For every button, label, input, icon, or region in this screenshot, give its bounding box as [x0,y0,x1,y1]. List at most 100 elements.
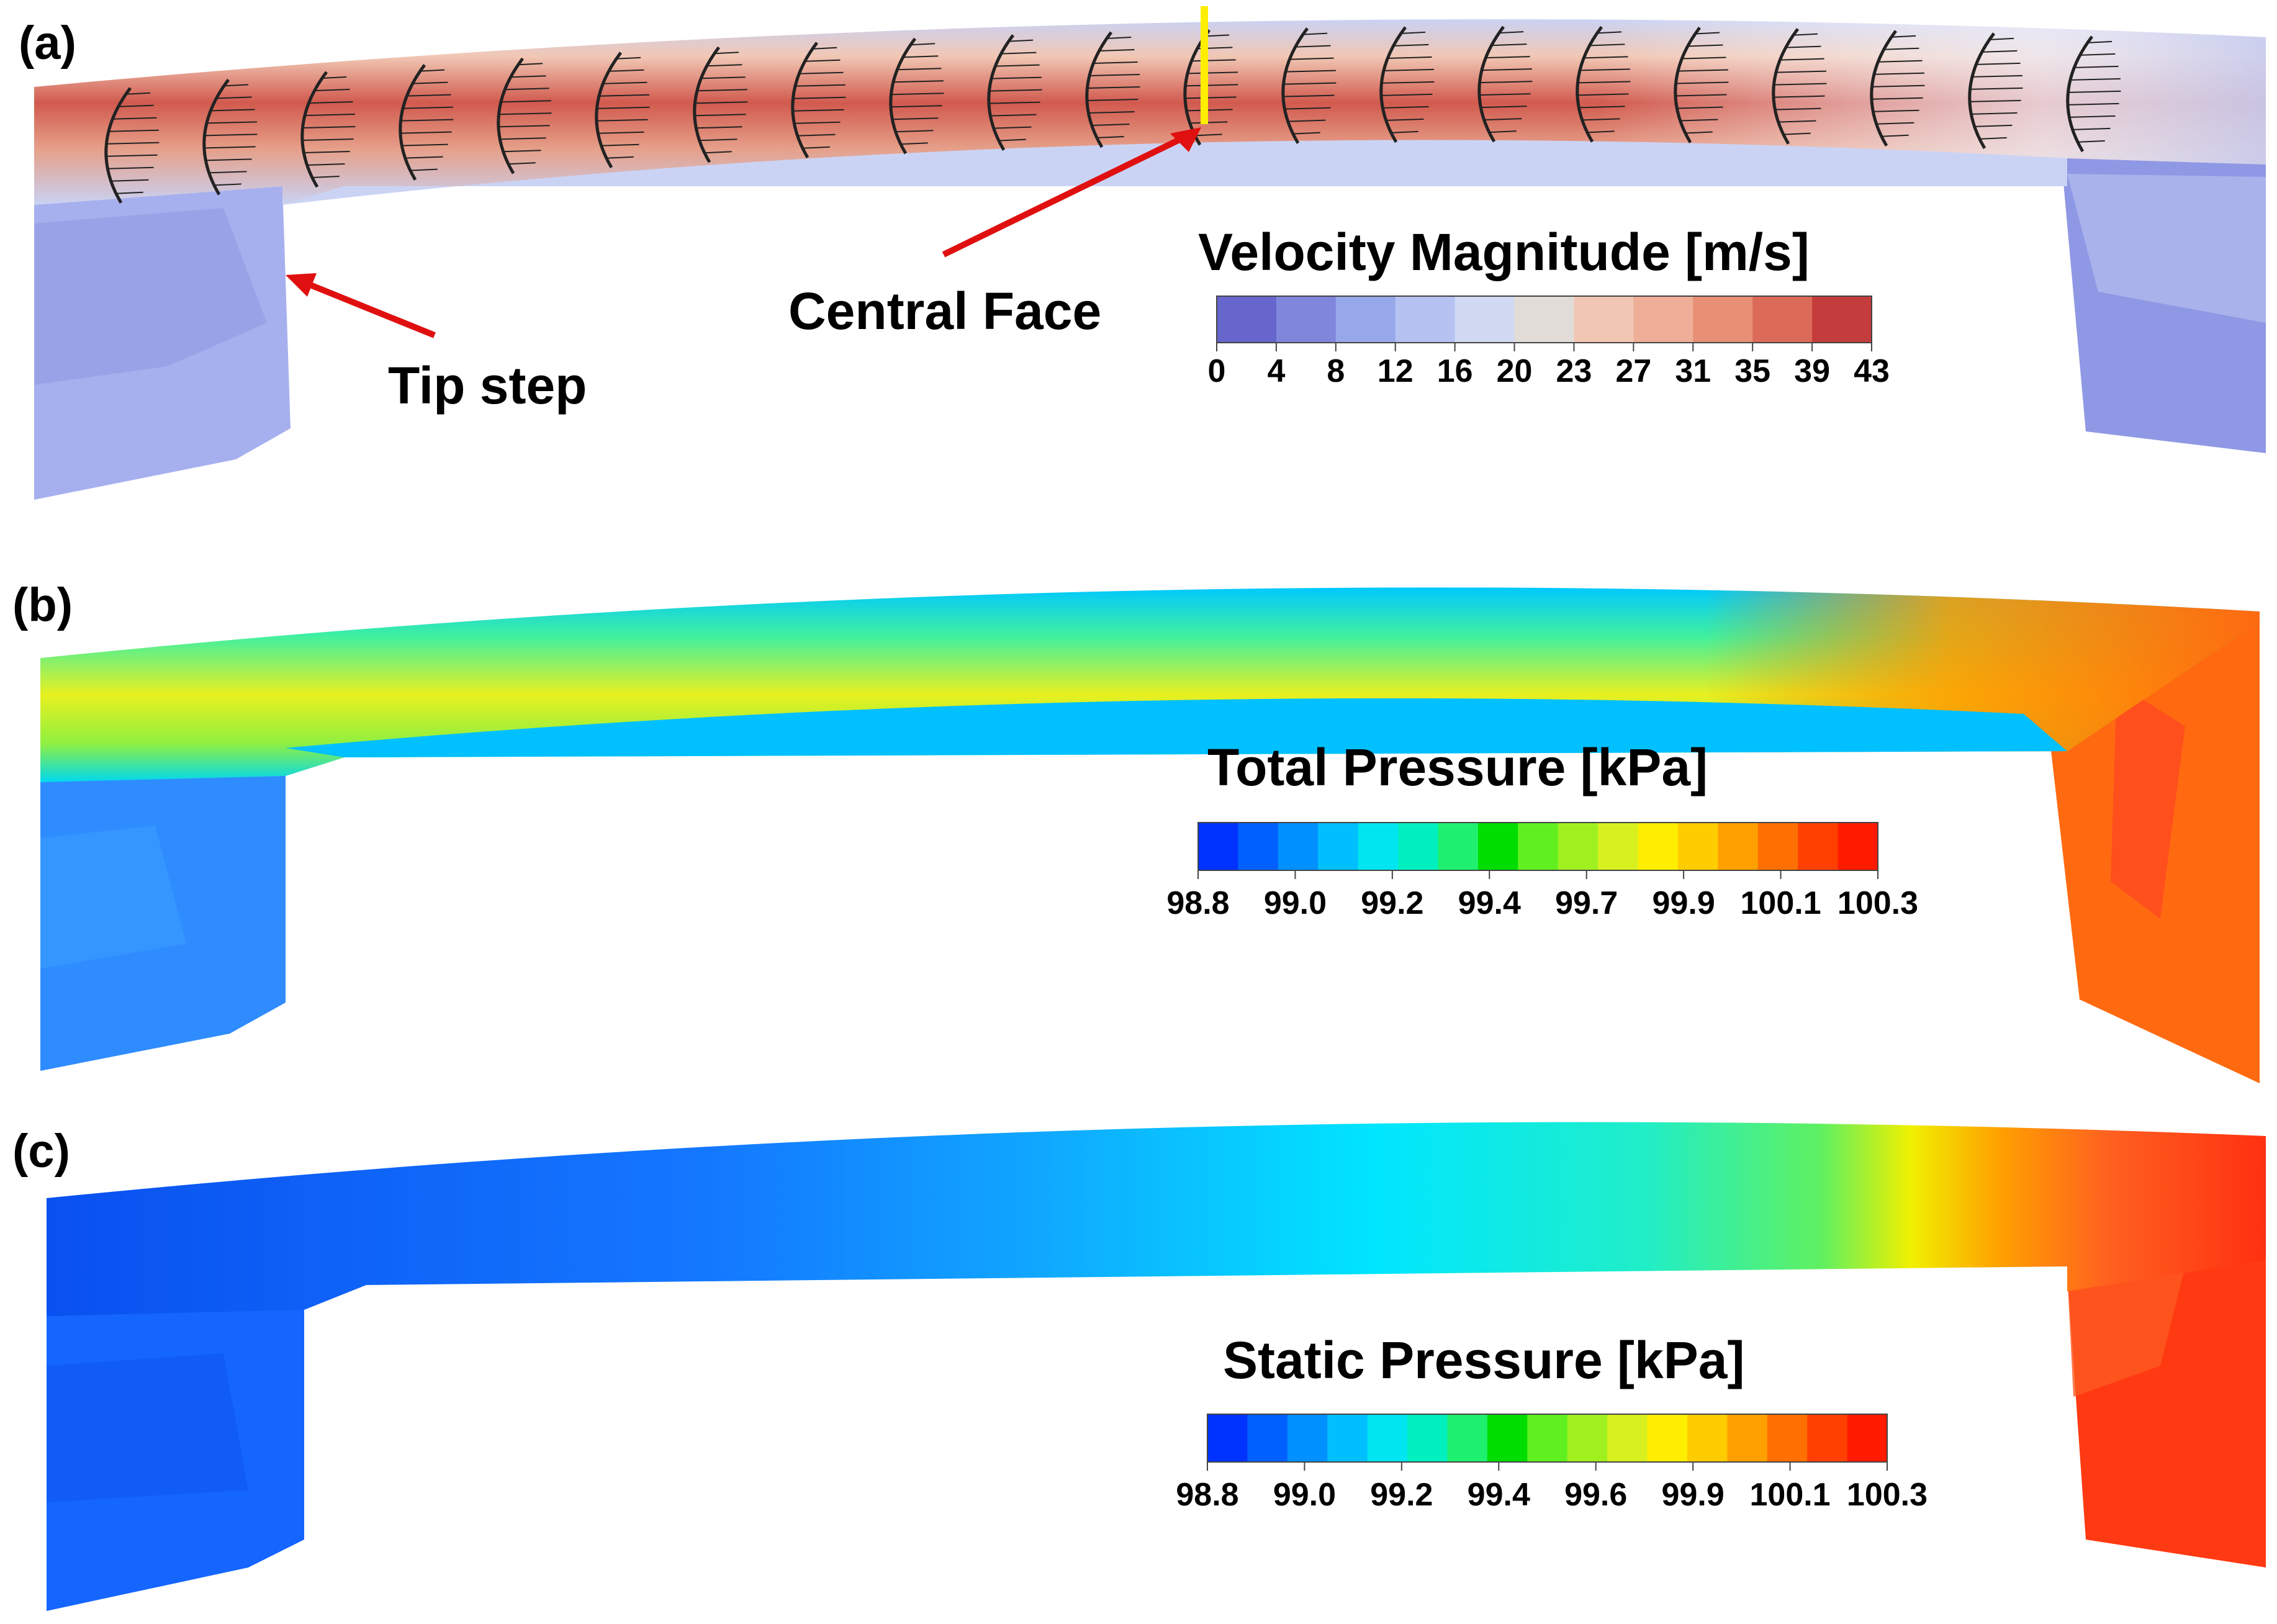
velocity-vector [2070,78,2121,81]
legend-swatch [1367,1414,1408,1462]
legend-swatch [1487,1414,1528,1462]
legend-swatch [1812,296,1872,343]
velocity-vector [797,133,836,137]
velocity-vector [616,56,641,60]
legend-swatch [1798,823,1839,870]
legend-tick-label: 99.0 [1273,1477,1336,1513]
velocity-vector [603,81,647,84]
velocity-vector [1677,69,1728,72]
velocity-vector [695,101,748,104]
velocity-vector [1191,59,1236,62]
legend-swatch [1687,1414,1728,1462]
velocity-vector [518,63,543,66]
panel-a-legend-title: Velocity Magnitude [m/s] [1198,223,1810,281]
velocity-vector [812,47,837,50]
velocity-vector [1680,119,1718,122]
velocity-vector [993,126,1032,129]
velocity-vector [1780,58,1824,61]
velocity-vector [998,138,1026,142]
panel-b-legend-bar [1197,822,1878,871]
velocity-vector [1382,106,1429,109]
velocity-vector [1387,56,1432,59]
velocity-vector [1775,70,1826,73]
velocity-vector [606,156,634,159]
velocity-vector [995,64,1040,67]
velocity-vector [1675,81,1729,84]
velocity-vector-arc [1085,31,1112,148]
velocity-vector [1186,109,1233,112]
legend-swatch [1327,1414,1368,1462]
panel-a-domain [34,6,2266,500]
velocity-vector [805,59,841,62]
legend-frame [1207,1414,1888,1463]
legend-swatch [1767,1414,1808,1462]
legend-swatch [1607,1414,1648,1462]
legend-swatch [1207,1414,1248,1462]
velocity-vector [1302,32,1328,35]
legend-swatch [1518,823,1559,870]
velocity-vector [1383,68,1434,71]
panel-c-domain [47,1122,2266,1611]
velocity-vector [1194,133,1222,137]
velocity-vector [1774,83,1827,86]
velocity-vector [216,96,252,99]
panel-b: (b) Total Pressure [kPa] 98.8 99.0 99.2 99.… [12,579,2260,1083]
velocity-vector-arc [1576,25,1603,143]
legend-tick-label: 8 [1327,353,1345,389]
legend-tick-label: 99.6 [1564,1477,1627,1513]
legend-swatch [1318,823,1359,870]
velocity-vector [991,76,1042,79]
central-face-arrow [942,137,1181,258]
velocity-vector [895,130,934,133]
velocity-vector [510,75,546,78]
velocity-vector-arc [595,52,622,169]
velocity-vector [420,69,445,72]
velocity-vector [1393,43,1429,47]
legend-swatch [1567,1414,1608,1462]
panel-a-legend-bar [1216,295,1872,343]
panel-b-label: (b) [12,579,73,631]
velocity-vector [598,131,644,134]
velocity-vector [1971,112,2018,115]
legend-swatch [1335,296,1396,343]
velocity-vector-arc [104,87,132,204]
velocity-vector [205,158,252,161]
velocity-vector [206,121,257,124]
panel-a-legend: Velocity Magnitude [m/s] 0 4 8 12 16 20 23 27 31… [1198,223,1890,389]
velocity-vector [1891,35,1916,38]
velocity-vector-arc [202,78,230,196]
velocity-vector [1577,93,1629,96]
velocity-vector [1088,111,1135,114]
velocity-vector [400,119,454,122]
velocity-vector [1972,74,2022,78]
legend-swatch [1276,296,1337,343]
velocity-vector-arc [497,57,524,174]
velocity-vector [794,121,841,124]
velocity-vector [309,101,353,104]
velocity-vector [1878,60,1923,63]
velocity-vector [1491,43,1527,47]
velocity-vector [597,106,650,109]
velocity-vector [1499,31,1524,34]
tip-step-arrowhead [286,273,317,297]
velocity-vector [1579,68,1630,71]
velocity-vector [1582,118,1620,121]
velocity-vector [1484,118,1522,121]
velocity-vector [2072,127,2111,130]
panel-a-left-shade [34,208,267,385]
velocity-vector [1287,119,1326,122]
legend-tick-label: 23 [1556,353,1592,389]
legend-swatch [1574,296,1634,343]
velocity-vector-arc [399,64,426,181]
velocity-vector [402,106,453,109]
velocity-vector [204,146,256,149]
velocity-vector [1685,131,1713,134]
panel-a-label: (a) [19,17,76,70]
legend-tick-label: 39 [1794,353,1830,389]
velocity-vector [1106,36,1132,39]
panel-c-left-shade [47,1353,248,1502]
tip-step-annotation: Tip step [286,273,587,415]
legend-swatch [1847,1414,1888,1462]
velocity-vector [1597,31,1622,34]
